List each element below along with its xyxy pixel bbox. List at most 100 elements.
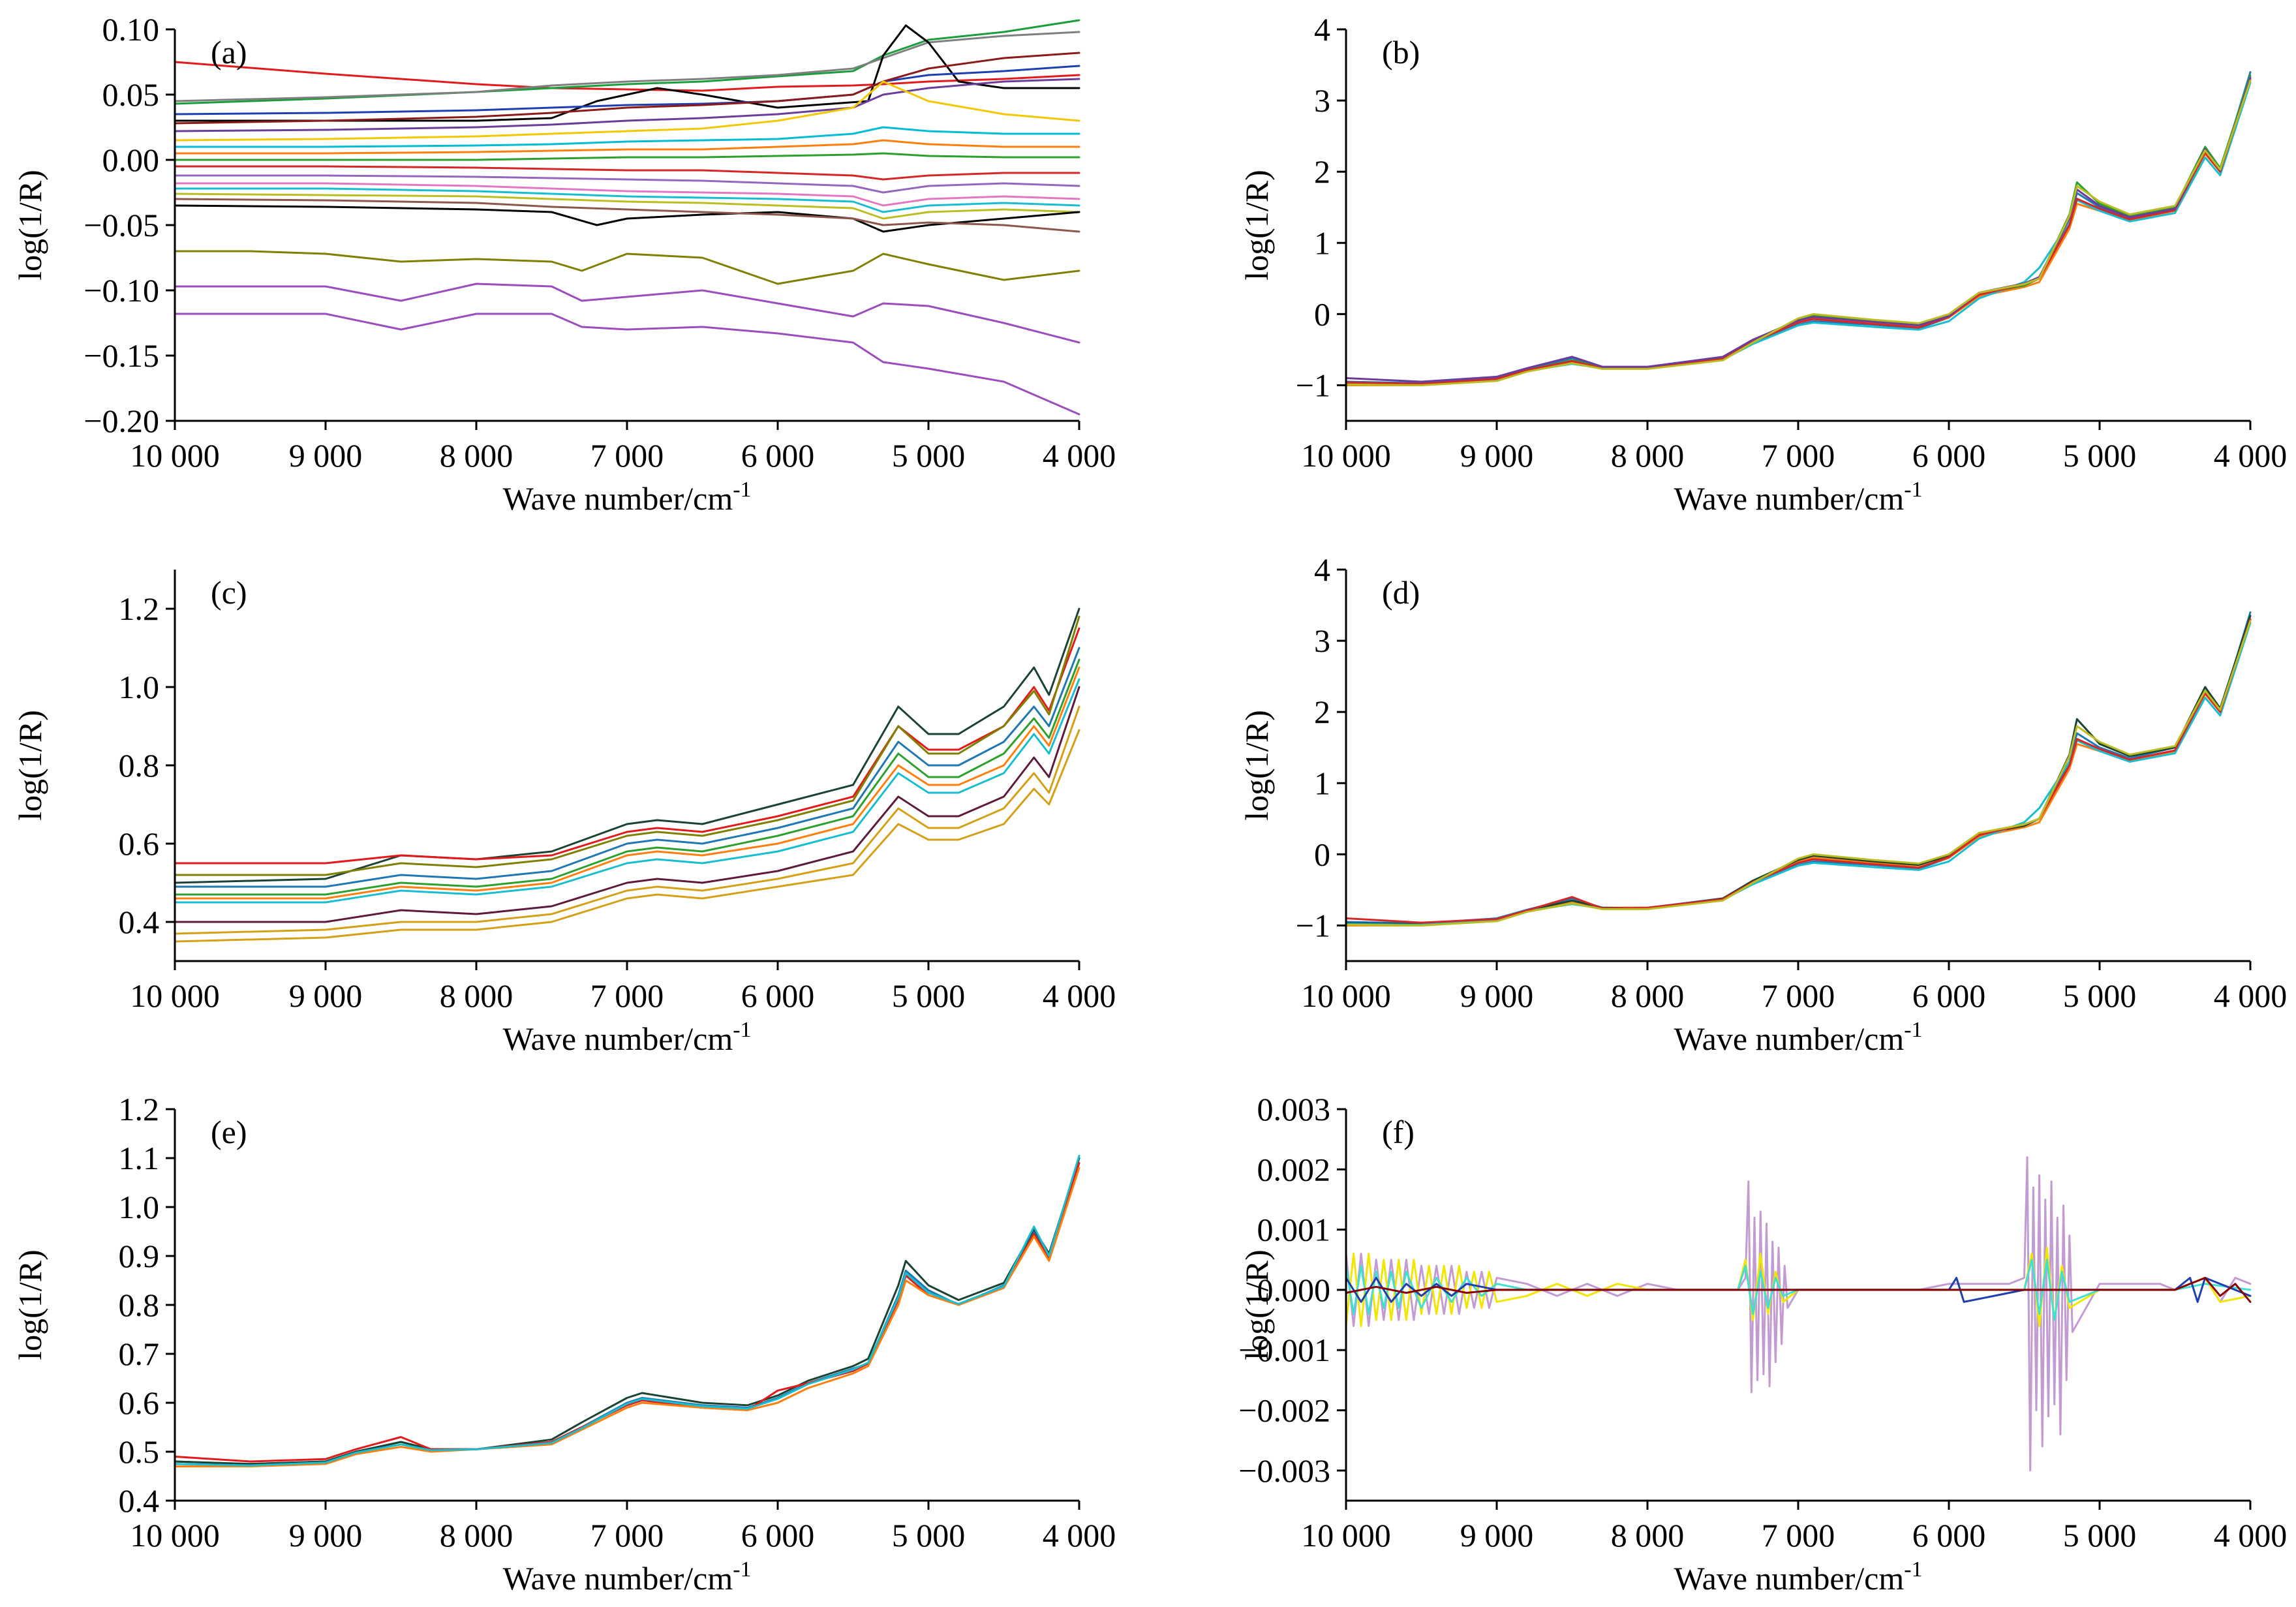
series-line-6 <box>1345 80 2252 386</box>
y-axis-label: log(1/R) <box>12 1249 48 1360</box>
series-line-3 <box>174 1167 1080 1467</box>
x-axis-label-superscript: -1 <box>1904 478 1922 502</box>
x-tick-label: 9 000 <box>289 1517 363 1553</box>
y-tick-label: −0.002 <box>1238 1392 1330 1429</box>
y-tick-label: 0.8 <box>119 747 160 784</box>
x-tick-label: 10 000 <box>130 977 220 1014</box>
x-tick-label: 5 000 <box>892 977 966 1014</box>
y-tick-label: −0.05 <box>84 207 159 243</box>
y-tick-label: 0.4 <box>119 904 160 940</box>
y-tick-label: 1 <box>1314 765 1330 801</box>
y-tick-label: 0.9 <box>119 1238 160 1274</box>
y-tick-label: 2 <box>1314 153 1330 190</box>
series-line-2 <box>1345 1259 2252 1321</box>
series-line-16 <box>174 204 1080 233</box>
x-axis-label-superscript: -1 <box>733 478 751 502</box>
series-line-4 <box>1345 78 2252 385</box>
series-line-3 <box>174 24 1080 122</box>
series-line-0 <box>174 607 1080 884</box>
x-tick-label: 7 000 <box>590 1517 664 1553</box>
series-line-8 <box>174 126 1080 148</box>
x-axis-label-text: Wave number/cm <box>1674 1020 1904 1057</box>
x-axis-label-superscript: -1 <box>1904 1557 1922 1582</box>
panel-label: (d) <box>1382 574 1420 611</box>
y-tick-label: 3 <box>1314 82 1330 119</box>
x-tick-label: 8 000 <box>440 1517 513 1553</box>
x-tick-label: 6 000 <box>1912 977 1986 1014</box>
x-tick-label: 10 000 <box>130 437 220 474</box>
y-tick-label: 1.0 <box>119 1189 160 1225</box>
series-line-6 <box>174 678 1080 904</box>
x-tick-label: 4 000 <box>1043 1517 1116 1553</box>
series-line-4 <box>174 658 1080 896</box>
panel-e: 1.2 1.1 1.0 0.9 0.8 0.7 0.6 0.5 0.410 000 9 000 8 … <box>12 1091 1116 1597</box>
y-tick-label: 0.6 <box>119 825 160 862</box>
x-tick-label: 4 000 <box>2214 1517 2288 1553</box>
x-tick-label: 8 000 <box>1611 437 1685 474</box>
series-line-19 <box>174 283 1080 344</box>
series-line-2 <box>174 1162 1080 1463</box>
y-tick-label: 3 <box>1314 622 1330 659</box>
x-tick-label: 8 000 <box>1611 1517 1685 1553</box>
y-tick-label: 1 <box>1314 224 1330 261</box>
series-line-17 <box>174 198 1080 233</box>
x-tick-label: 6 000 <box>1912 437 1986 474</box>
x-tick-label: 7 000 <box>1762 977 1835 1014</box>
x-tick-label: 9 000 <box>1460 1517 1534 1553</box>
panel-label: (c) <box>211 574 247 611</box>
series-line-0 <box>1345 71 2252 384</box>
x-axis-label-text: Wave number/cm <box>502 480 733 517</box>
y-tick-label: −0.10 <box>84 272 159 309</box>
y-tick-label: 0.001 <box>1257 1212 1331 1248</box>
series-line-4 <box>174 1154 1080 1467</box>
series-line-8 <box>174 705 1080 935</box>
y-axis-label: log(1/R) <box>1238 1249 1275 1360</box>
series-line-2 <box>1345 74 2252 385</box>
x-tick-label: 8 000 <box>440 977 513 1014</box>
series-line-6 <box>174 78 1080 132</box>
y-tick-label: 0.5 <box>119 1433 160 1470</box>
series-line-3 <box>1345 82 2252 386</box>
x-tick-label: 8 000 <box>440 437 513 474</box>
panel-label: (f) <box>1382 1114 1415 1150</box>
x-tick-label: 6 000 <box>741 437 815 474</box>
y-tick-label: 0.10 <box>102 11 160 48</box>
x-axis-label-text: Wave number/cm <box>1674 480 1904 517</box>
y-tick-label: 0.6 <box>119 1385 160 1421</box>
panel-label: (e) <box>211 1114 247 1150</box>
panel-f: 0.003 0.002 0.001 0.000 −0.001 −0.002 −0.003 10… <box>1238 1091 2287 1597</box>
series-line-14 <box>174 187 1080 213</box>
x-axis-label: Wave number/cm-1 <box>1674 1557 1922 1597</box>
x-tick-label: 8 000 <box>1611 977 1685 1014</box>
y-axis-label: log(1/R) <box>1238 710 1275 820</box>
x-tick-label: 5 000 <box>2063 1517 2137 1553</box>
series-line-5 <box>1345 620 2252 926</box>
x-axis-label-superscript: -1 <box>1904 1018 1922 1042</box>
series-line-9 <box>174 729 1080 943</box>
panel-c: 1.2 1.0 0.8 0.6 0.4 10 000 9 000 8 000 7 000 6 00… <box>12 570 1116 1057</box>
x-tick-label: 6 000 <box>1912 1517 1986 1553</box>
x-tick-label: 4 000 <box>1043 977 1116 1014</box>
series-line-2 <box>174 31 1080 102</box>
x-tick-label: 9 000 <box>289 437 363 474</box>
y-tick-label: 1.0 <box>119 669 160 705</box>
series-line-5 <box>1345 76 2252 383</box>
series-line-9 <box>174 139 1080 155</box>
x-tick-label: 4 000 <box>2214 437 2288 474</box>
x-tick-label: 9 000 <box>289 977 363 1014</box>
y-tick-label: 4 <box>1314 551 1330 588</box>
series-line-1 <box>174 1157 1080 1465</box>
y-tick-label: 0 <box>1314 296 1330 332</box>
x-axis-label: Wave number/cm-1 <box>1674 478 1922 517</box>
x-tick-label: 7 000 <box>1762 437 1835 474</box>
x-tick-label: 6 000 <box>741 1517 815 1553</box>
y-axis-label: log(1/R) <box>1238 170 1275 280</box>
x-axis-label-superscript: -1 <box>733 1557 751 1582</box>
y-axis-label: log(1/R) <box>12 710 48 820</box>
x-tick-label: 7 000 <box>590 437 664 474</box>
y-tick-label: 2 <box>1314 694 1330 730</box>
series-line-10 <box>174 152 1080 161</box>
y-tick-label: 0 <box>1314 836 1330 872</box>
x-tick-label: 9 000 <box>1460 977 1534 1014</box>
y-tick-label: 0.7 <box>119 1336 160 1372</box>
